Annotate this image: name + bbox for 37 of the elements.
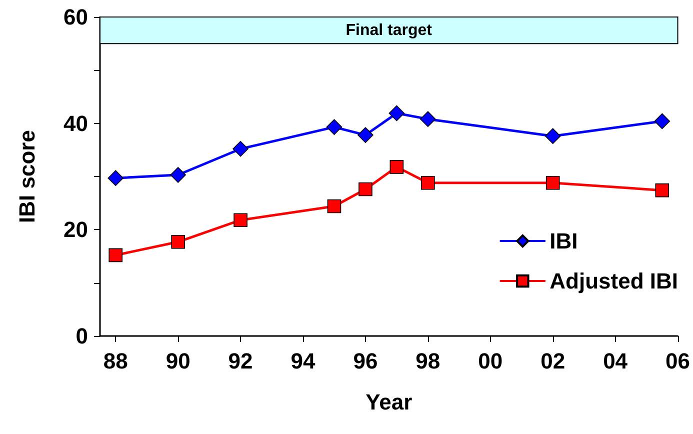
point (170, 167, 186, 183)
point (108, 248, 123, 262)
y-tick-label: 40 (64, 110, 88, 136)
point (420, 111, 436, 127)
y-axis-title: IBI score (14, 130, 40, 223)
legend-label: IBI (550, 228, 578, 254)
point (421, 176, 435, 190)
x-axis-title: Year (366, 390, 413, 414)
x-tick-label: 02 (540, 348, 566, 374)
x-tick-label: 96 (353, 348, 378, 374)
x-tick-label: 94 (290, 348, 316, 374)
point (655, 183, 670, 198)
y-tick-label: 20 (64, 217, 88, 242)
y-tick-label: 60 (64, 4, 88, 30)
x-tick-label: 04 (603, 348, 628, 374)
x-tick-label: 98 (416, 348, 440, 374)
x-tick-label: 92 (228, 348, 253, 374)
point (388, 105, 405, 122)
point (358, 182, 372, 196)
point (546, 176, 560, 190)
point (108, 170, 124, 186)
point (544, 128, 561, 144)
x-tick-label: 88 (103, 348, 128, 374)
point (326, 119, 342, 135)
point (358, 127, 374, 143)
point (390, 160, 404, 174)
band-label: Final target (346, 22, 433, 39)
y-tick-label: 0 (76, 324, 88, 348)
x-tick-label: 00 (478, 348, 503, 374)
point (654, 113, 670, 130)
x-tick-label: 90 (166, 348, 190, 374)
x-tick-label: 06 (666, 348, 690, 374)
point (234, 213, 248, 227)
point (327, 199, 342, 214)
legend-label: Adjusted IBI (550, 268, 678, 294)
point (171, 234, 185, 249)
point (232, 140, 248, 157)
